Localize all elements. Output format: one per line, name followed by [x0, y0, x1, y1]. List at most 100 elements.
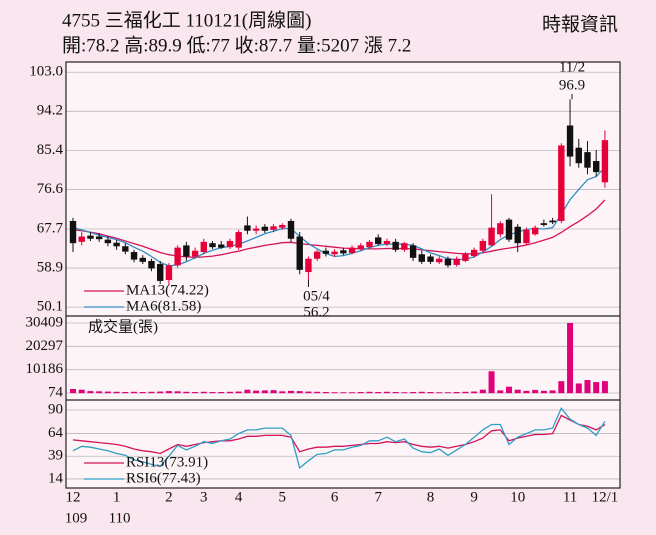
candle-body: [279, 224, 286, 228]
annotation-value: 56.2: [303, 304, 329, 320]
bar: [226, 391, 233, 394]
bar: [253, 390, 260, 394]
candle-body: [165, 265, 173, 281]
legend-label: RSI13(73.91): [126, 454, 208, 470]
plot-area: [66, 62, 620, 488]
bar: [139, 392, 146, 394]
candle-body: [575, 147, 582, 164]
candle-body: [593, 161, 600, 173]
candle-body: [514, 226, 521, 244]
candle-body: [148, 260, 155, 269]
x-tick-label: 7: [374, 489, 382, 505]
series-line: [72, 199, 606, 259]
candle-body: [444, 258, 452, 266]
candle-body: [497, 223, 504, 235]
bar: [349, 392, 356, 394]
candle-body: [235, 232, 242, 248]
bar: [584, 380, 591, 394]
candle-body: [383, 240, 391, 245]
candle-body: [366, 241, 373, 248]
bar: [331, 392, 338, 394]
bar: [532, 389, 539, 394]
bar: [96, 391, 103, 394]
candle-body: [252, 228, 260, 231]
bar: [87, 391, 94, 394]
y-tick-label: 76.6: [37, 181, 64, 197]
candle-body: [558, 145, 565, 221]
x-tick-label: 8: [427, 489, 435, 505]
y-tick-label: 103.0: [29, 64, 63, 80]
candle-body: [191, 250, 199, 257]
bar: [436, 392, 443, 394]
candle-body: [209, 243, 216, 248]
bar: [122, 392, 129, 394]
x-tick-label: 12/1: [592, 489, 619, 505]
x-tick-label: 11: [563, 489, 577, 505]
candle-body: [505, 219, 513, 240]
bar: [322, 392, 329, 394]
bar: [209, 392, 216, 394]
y-tick-label: 39: [48, 448, 63, 464]
candle-body: [122, 246, 129, 252]
bar: [113, 391, 120, 394]
bar: [218, 392, 225, 394]
candle-body: [488, 227, 495, 246]
candle-body: [261, 226, 269, 231]
bar: [296, 391, 303, 394]
bar: [165, 391, 172, 394]
candle-body: [95, 236, 103, 240]
x-tick-label: 3: [200, 489, 208, 505]
bar: [340, 392, 347, 394]
summary: 開:78.2 高:89.9 低:77 收:87.7 量:5207 漲 7.2: [62, 34, 411, 56]
candle-body: [436, 258, 443, 263]
series-line: [72, 406, 606, 470]
y-tick-label: 64: [48, 425, 64, 441]
candle-body: [357, 245, 364, 249]
candle-body: [69, 220, 77, 244]
bar: [471, 391, 478, 394]
candle-body: [584, 152, 591, 168]
y-tick-label: 30409: [26, 314, 64, 330]
x-year-label: 110: [109, 510, 131, 526]
candle-body: [104, 239, 112, 244]
bar: [462, 391, 469, 394]
chart-title: 4755 三福化工 110121(周線圖): [62, 9, 311, 31]
candle-body: [531, 227, 539, 235]
bar: [375, 392, 382, 394]
bar: [523, 390, 530, 394]
candle-body: [183, 245, 190, 257]
candle-body: [348, 247, 356, 253]
bar: [444, 392, 451, 394]
frame: [65, 61, 621, 489]
bar: [418, 391, 425, 394]
y-tick-label: 10186: [26, 361, 64, 377]
bar: [601, 381, 608, 394]
candle-body: [523, 229, 530, 244]
y-tick-label: 74: [48, 384, 64, 400]
bar: [78, 389, 85, 394]
candle-body: [453, 258, 460, 265]
legend-label: MA6(81.58): [126, 298, 201, 314]
bar: [288, 390, 294, 394]
candle-body: [130, 252, 138, 260]
candle-body: [200, 241, 207, 253]
legend-label: MA13(74.22): [126, 282, 209, 298]
bar: [410, 392, 417, 394]
candle-body: [549, 220, 556, 223]
bar: [183, 391, 190, 394]
bar: [192, 392, 199, 394]
candle-body: [566, 125, 574, 157]
candle-body: [113, 242, 120, 247]
y-tick-label: 14: [48, 470, 64, 486]
x-tick-label: 12: [66, 489, 81, 505]
candle-body: [462, 254, 469, 261]
candle-body: [375, 237, 382, 245]
bar: [366, 391, 373, 394]
bar: [506, 386, 512, 394]
bar: [575, 383, 582, 394]
bar: [558, 381, 565, 394]
x-tick-label: 1: [113, 489, 121, 505]
x-tick-label: 10: [510, 489, 525, 505]
bar: [157, 391, 164, 394]
